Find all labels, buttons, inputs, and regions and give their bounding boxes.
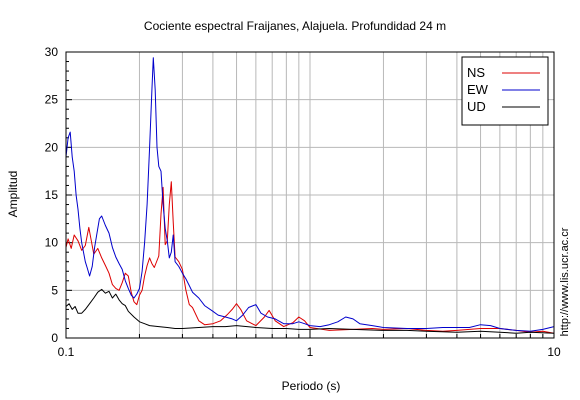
x-tick-label: 0.1	[58, 345, 75, 359]
source-url-text: http://www.lis.ucr.ac.cr	[559, 227, 571, 336]
legend-box	[461, 56, 549, 126]
legend: NS EW UD	[461, 56, 549, 126]
chart-title: Cociente espectral Fraijanes, Alajuela. …	[144, 19, 446, 33]
legend-label-ud: UD	[467, 99, 486, 114]
y-tick-label: 10	[45, 236, 59, 250]
y-tick-label: 0	[51, 331, 58, 345]
axis-ticks: 0.1 1 10 0 5 10 15 20 25 30	[45, 45, 561, 359]
x-axis-label: Periodo (s)	[282, 379, 341, 393]
y-tick-label: 15	[45, 188, 59, 202]
plot-frame	[65, 51, 555, 339]
legend-label-ew: EW	[467, 82, 489, 97]
legend-label-ns: NS	[467, 65, 485, 80]
series-line-ns	[65, 181, 555, 334]
y-axis-label: Amplitud	[6, 171, 20, 218]
y-tick-label: 30	[45, 45, 59, 59]
x-tick-label: 1	[307, 345, 314, 359]
series-line-ud	[65, 288, 555, 334]
x-tick-label: 10	[547, 345, 561, 359]
y-tick-label: 5	[51, 283, 58, 297]
y-tick-label: 20	[45, 140, 59, 154]
series-line-ew	[65, 57, 555, 332]
series-lines	[65, 57, 555, 334]
y-tick-label: 25	[45, 93, 59, 107]
